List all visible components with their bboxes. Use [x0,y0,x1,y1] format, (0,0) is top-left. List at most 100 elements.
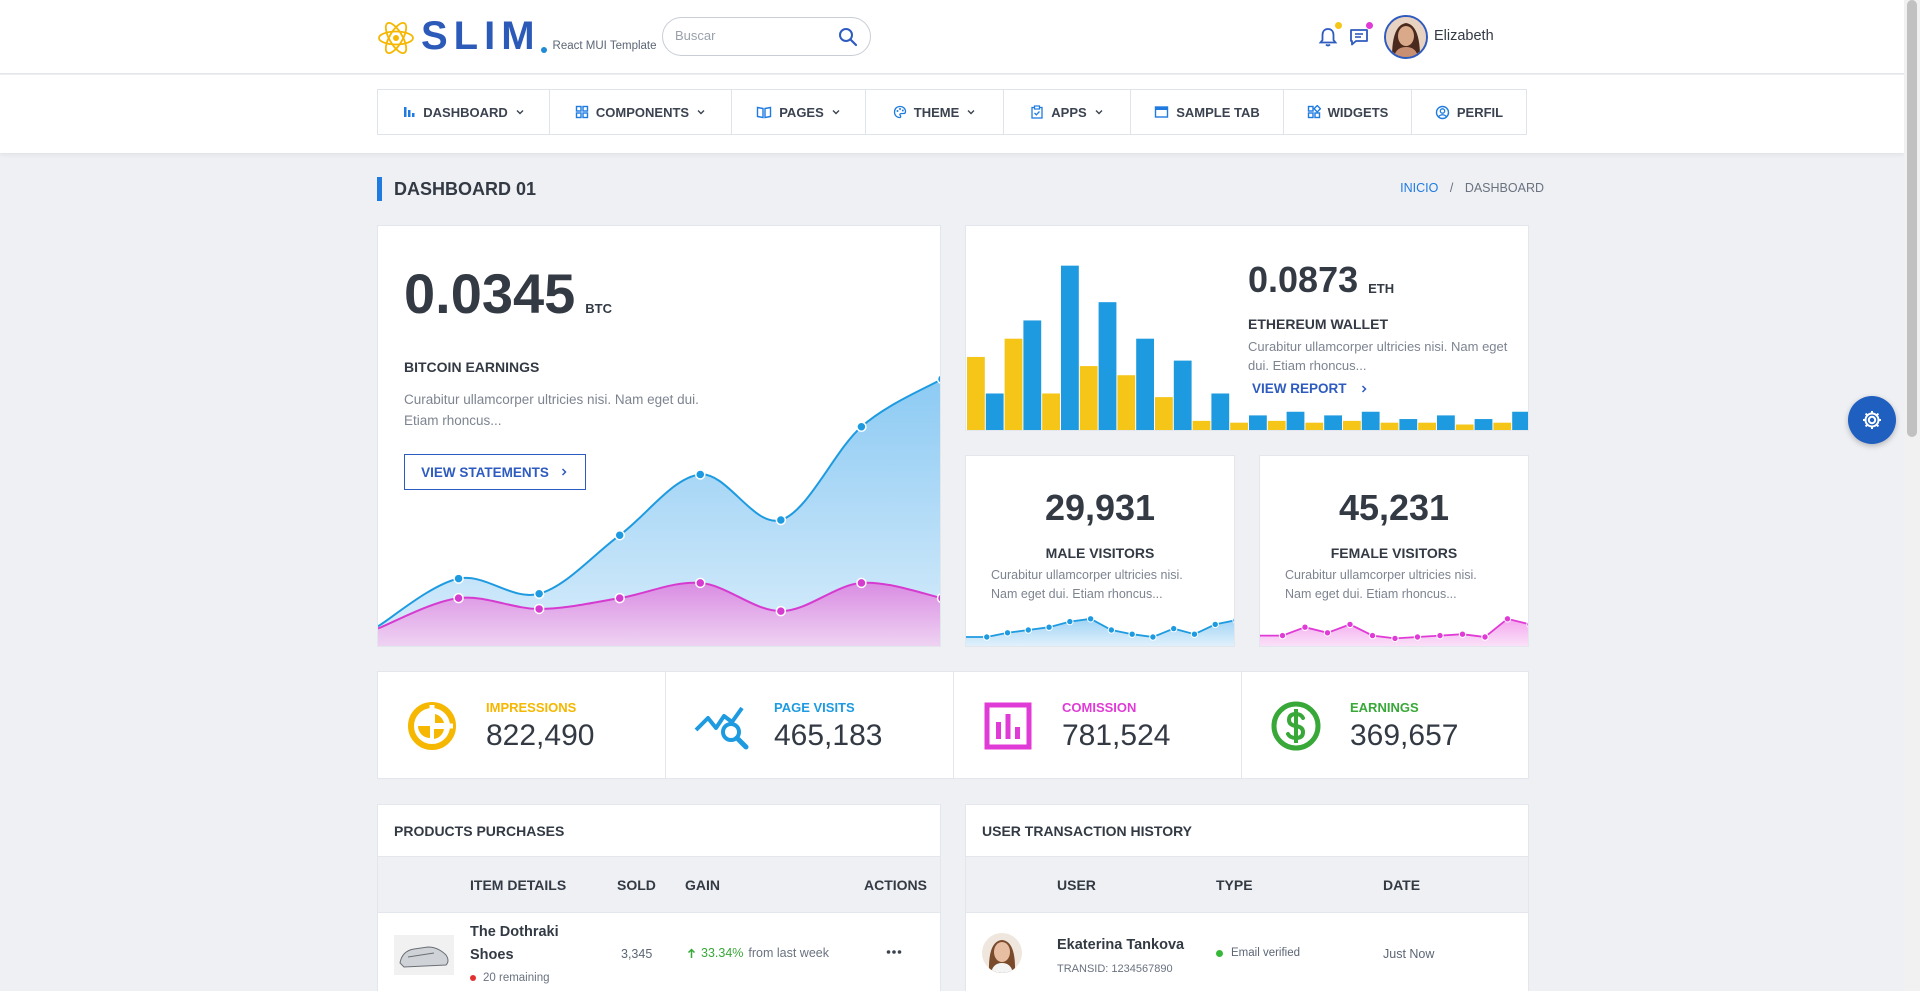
data-point[interactable] [983,633,991,641]
chart-bar[interactable] [1230,422,1248,430]
chart-bar[interactable] [1399,419,1418,430]
chart-bar[interactable] [1455,424,1474,430]
chart-bar[interactable] [1249,415,1267,430]
data-point[interactable] [1024,626,1033,634]
data-point[interactable] [1169,624,1178,633]
chart-bar[interactable] [1117,375,1136,430]
data-point[interactable] [1066,617,1074,626]
chart-bar[interactable] [1418,422,1436,430]
transaction-user-name[interactable]: Ekaterina Tankova [1057,937,1185,953]
chart-bar[interactable] [985,393,1004,430]
data-point[interactable] [936,374,942,384]
data-point[interactable] [1481,633,1489,641]
more-actions-icon[interactable] [886,949,902,955]
chart-bar[interactable] [1343,420,1361,430]
data-point[interactable] [1211,620,1219,629]
chart-bar[interactable] [1004,338,1023,430]
chart-bar[interactable] [1098,302,1117,430]
data-point[interactable] [1368,631,1377,640]
data-point[interactable] [1086,615,1095,623]
user-avatar[interactable] [1384,15,1428,59]
chart-bar[interactable] [967,356,985,430]
data-point[interactable] [1301,623,1309,631]
data-point[interactable] [1503,615,1512,623]
nav-item-components[interactable]: COMPONENTS [550,90,732,134]
data-point[interactable] [1458,630,1467,638]
data-point[interactable] [1278,631,1287,640]
data-point[interactable] [775,605,787,617]
data-point[interactable] [533,588,545,600]
nav-item-perfil[interactable]: PERFIL [1412,90,1526,134]
breadcrumb-home[interactable]: INICIO [1400,181,1439,195]
chart-bar[interactable] [1192,420,1211,430]
data-point[interactable] [453,573,464,584]
data-point[interactable] [1003,629,1012,637]
product-name[interactable]: The Dothraki Shoes [470,921,559,967]
data-point[interactable] [533,603,545,615]
nav-item-apps[interactable]: APPS [1004,90,1131,134]
data-point[interactable] [1128,630,1136,638]
search-icon[interactable] [838,27,858,47]
data-point[interactable] [1346,620,1354,629]
chart-bar[interactable] [1512,411,1529,430]
chart-bar[interactable] [1136,338,1154,430]
data-point[interactable] [1323,629,1332,637]
nav-item-widgets[interactable]: WIDGETS [1284,90,1412,134]
chart-bar[interactable] [1211,393,1230,430]
search-input[interactable] [675,28,825,43]
bell-icon[interactable] [1317,26,1339,48]
data-point[interactable] [1149,633,1157,641]
chart-bar[interactable] [1023,320,1042,430]
stock-status-dot [470,975,476,981]
col-gain: GAIN [685,877,720,893]
data-point[interactable] [1436,631,1444,640]
chart-bar[interactable] [1380,422,1399,430]
data-point[interactable] [614,592,625,604]
data-point[interactable] [1526,621,1529,628]
data-point[interactable] [1413,633,1422,641]
top-bar: SLIM React MUI Template Elizabeth [0,0,1904,74]
page-scrollbar-thumb[interactable] [1907,0,1917,437]
view-report-link[interactable]: VIEW REPORT [1252,381,1369,396]
logo[interactable]: SLIM React MUI Template [377,16,657,56]
chart-bar[interactable] [1305,422,1324,430]
chart-bar[interactable] [1155,397,1173,430]
nav-item-dashboard[interactable]: DASHBOARD [378,90,550,134]
chat-icon[interactable] [1348,26,1370,48]
data-point[interactable] [1107,626,1116,634]
chart-bar[interactable] [1437,415,1455,430]
message-dot [1366,22,1373,29]
data-point[interactable] [936,593,942,603]
chart-bar[interactable] [1079,366,1098,430]
data-point[interactable] [695,469,706,480]
data-point[interactable] [1045,623,1053,631]
chart-bar[interactable] [1042,393,1060,430]
chart-bar[interactable] [1361,411,1380,430]
user-name[interactable]: Elizabeth [1434,28,1494,44]
data-point[interactable] [695,577,706,589]
data-point[interactable] [1391,634,1399,643]
data-point[interactable] [775,514,787,526]
chart-bar[interactable] [1267,420,1286,430]
theme-settings-button[interactable] [1848,396,1896,444]
nav-item-sample-tab[interactable]: SAMPLE TAB [1131,90,1284,134]
transaction-user-avatar[interactable] [982,933,1022,973]
data-point[interactable] [453,592,464,604]
chart-bar[interactable] [1324,415,1342,430]
view-statements-button[interactable]: VIEW STATEMENTS [404,454,586,490]
nav-label-components: COMPONENTS [595,104,690,120]
data-point[interactable] [1232,617,1235,624]
data-point[interactable] [614,529,625,541]
nav-item-theme[interactable]: THEME [866,90,1004,134]
chevron-down-icon [516,110,524,115]
chart-bar[interactable] [1286,411,1305,430]
data-point[interactable] [856,421,867,432]
data-point[interactable] [1190,630,1199,638]
chart-bar[interactable] [1493,422,1512,430]
chart-bar[interactable] [1173,360,1192,430]
main-navigation: DASHBOARD COMPONENTS PAGES THEME APPS SA… [0,75,1904,153]
nav-item-pages[interactable]: PAGES [732,90,866,134]
chart-bar[interactable] [1061,265,1079,430]
chart-bar[interactable] [1474,419,1493,430]
data-point[interactable] [856,577,867,589]
